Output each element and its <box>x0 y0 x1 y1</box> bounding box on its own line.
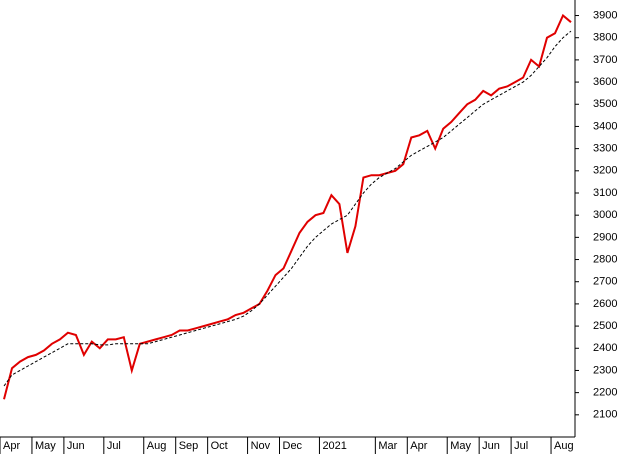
y-tick-label: 2500 <box>593 320 617 332</box>
x-tick-label: Nov <box>251 440 271 452</box>
series-line <box>3 13 572 400</box>
y-tick-label: 2900 <box>593 231 617 243</box>
y-tick-label: 2800 <box>593 253 617 265</box>
y-tick-label: 3100 <box>593 187 617 199</box>
y-tick-label: 3500 <box>593 98 617 110</box>
y-tick-label: 2700 <box>593 276 617 288</box>
x-tick-label: Aug <box>147 440 167 452</box>
x-tick-label: Dec <box>283 440 303 452</box>
y-tick-label: 3200 <box>593 165 617 177</box>
x-tick-label: Mar <box>378 440 397 452</box>
y-tick-label: 3300 <box>593 143 617 155</box>
y-tick-label: 3000 <box>593 209 617 221</box>
y-tick-label: 2300 <box>593 364 617 376</box>
x-tick-label: Jul <box>514 440 528 452</box>
x-tick-label: Jun <box>67 440 85 452</box>
y-tick-label: 3400 <box>593 120 617 132</box>
x-tick-label: Apr <box>3 440 20 452</box>
x-tick-label: Oct <box>211 440 228 452</box>
x-tick-label: Jul <box>107 440 121 452</box>
y-tick-label: 2200 <box>593 387 617 399</box>
x-tick-label: Jun <box>482 440 500 452</box>
x-tick-label: Apr <box>410 440 427 452</box>
x-tick-label: 2021 <box>322 440 346 452</box>
y-tick-label: 2600 <box>593 298 617 310</box>
x-tick-label: May <box>450 440 471 452</box>
y-tick-label: 3700 <box>593 54 617 66</box>
y-tick-label: 3900 <box>593 9 617 21</box>
x-tick-label: Aug <box>554 440 574 452</box>
x-tick-label: Sep <box>179 440 199 452</box>
y-tick-label: 3800 <box>593 32 617 44</box>
y-tick-label: 3600 <box>593 76 617 88</box>
y-tick-label: 2400 <box>593 342 617 354</box>
y-tick-label: 2100 <box>593 409 617 421</box>
x-tick-label: May <box>35 440 56 452</box>
series-line <box>3 30 572 387</box>
